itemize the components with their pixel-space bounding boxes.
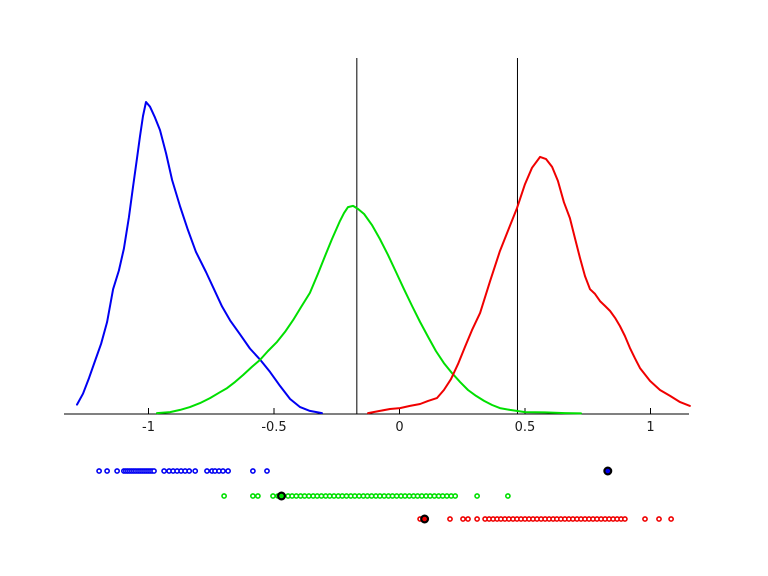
rug-dot-blue-density	[161, 468, 167, 474]
rug-dot-blue-density	[96, 468, 102, 474]
x-axis-tick-label: 0.5	[515, 420, 536, 435]
rug-dot-blue-density	[264, 468, 270, 474]
rug-dot-blue-density	[192, 468, 199, 474]
rug-dot-red-density	[642, 516, 648, 522]
rug-dot-red-density	[622, 516, 628, 522]
rug-dot-blue-density	[114, 468, 120, 474]
rug-dot-green-density	[254, 493, 261, 499]
rug-dot-green-density	[221, 493, 227, 499]
highlight-marker-red-density	[420, 514, 430, 524]
rug-dot-red-density	[656, 516, 662, 522]
highlight-marker-blue-density	[603, 466, 613, 476]
rug-dot-blue-density	[204, 468, 210, 474]
rug-dot-blue-density	[225, 468, 231, 474]
rug-dot-green-density	[474, 493, 480, 499]
rug-dot-green-density	[452, 493, 459, 499]
kde-curve-red-density	[367, 155, 691, 415]
rug-dot-green-density	[504, 493, 511, 499]
rug-dot-red-density	[460, 516, 466, 522]
rug-dot-green-density	[270, 493, 276, 499]
rug-dot-red-density	[447, 516, 453, 522]
rug-dot-blue-density	[220, 468, 226, 474]
rug-dot-red-density	[465, 516, 471, 522]
rug-dot-red-density	[668, 516, 674, 522]
rug-dot-blue-density	[104, 468, 110, 474]
rug-dot-blue-density	[186, 468, 193, 474]
rug-dot-blue-density	[249, 468, 256, 474]
kde-curve-green-density	[156, 204, 582, 415]
highlight-marker-green-density	[277, 491, 287, 501]
rug-dot-red-density	[474, 516, 480, 522]
x-axis-tick-label: -0.5	[261, 420, 286, 435]
x-axis-tick-label: 1	[646, 420, 654, 435]
x-axis-tick-label: -1	[142, 420, 155, 435]
kde-curve-blue-density	[76, 101, 323, 415]
rug-dot-green-density	[249, 493, 256, 499]
rug-dot-blue-density	[151, 468, 157, 474]
x-axis-tick-label: 0	[395, 420, 403, 435]
